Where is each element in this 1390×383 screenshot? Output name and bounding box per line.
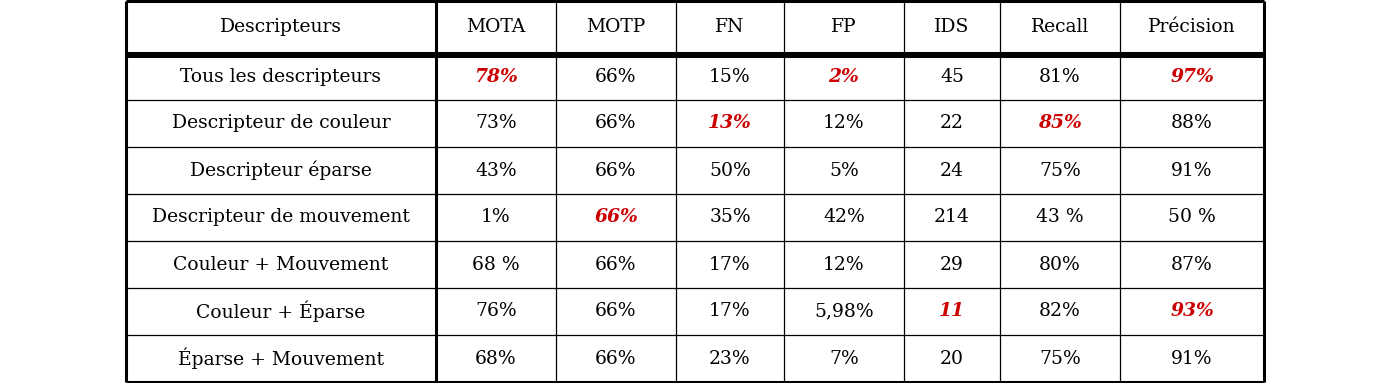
Text: 5,98%: 5,98% bbox=[815, 303, 874, 321]
Text: Tous les descripteurs: Tous les descripteurs bbox=[181, 67, 381, 85]
Text: 88%: 88% bbox=[1172, 115, 1213, 133]
Text: 93%: 93% bbox=[1170, 303, 1213, 321]
Text: 50%: 50% bbox=[709, 162, 751, 180]
Text: Recall: Recall bbox=[1031, 18, 1090, 36]
Text: 23%: 23% bbox=[709, 350, 751, 368]
Text: 35%: 35% bbox=[709, 208, 751, 226]
Text: 50 %: 50 % bbox=[1168, 208, 1216, 226]
Text: 82%: 82% bbox=[1040, 303, 1081, 321]
Text: 66%: 66% bbox=[595, 255, 637, 273]
Text: 66%: 66% bbox=[595, 303, 637, 321]
Text: 5%: 5% bbox=[828, 162, 859, 180]
Text: 97%: 97% bbox=[1170, 67, 1213, 85]
Text: 66%: 66% bbox=[595, 67, 637, 85]
Text: 66%: 66% bbox=[595, 350, 637, 368]
Text: Descripteur de mouvement: Descripteur de mouvement bbox=[152, 208, 410, 226]
Text: 73%: 73% bbox=[475, 115, 517, 133]
Text: 75%: 75% bbox=[1040, 350, 1081, 368]
Text: 214: 214 bbox=[934, 208, 970, 226]
Text: 43 %: 43 % bbox=[1036, 208, 1084, 226]
Text: 13%: 13% bbox=[708, 115, 752, 133]
Text: 81%: 81% bbox=[1040, 67, 1081, 85]
Text: Précision: Précision bbox=[1148, 18, 1236, 36]
Text: 76%: 76% bbox=[475, 303, 517, 321]
Text: 80%: 80% bbox=[1040, 255, 1081, 273]
Text: Descripteurs: Descripteurs bbox=[220, 18, 342, 36]
Text: 78%: 78% bbox=[474, 67, 518, 85]
Text: 68 %: 68 % bbox=[473, 255, 520, 273]
Text: 12%: 12% bbox=[823, 115, 865, 133]
Text: 29: 29 bbox=[940, 255, 963, 273]
Text: 66%: 66% bbox=[595, 162, 637, 180]
Text: 66%: 66% bbox=[595, 115, 637, 133]
Text: Descripteur éparse: Descripteur éparse bbox=[190, 161, 373, 180]
Text: 12%: 12% bbox=[823, 255, 865, 273]
Text: 22: 22 bbox=[940, 115, 965, 133]
Text: 17%: 17% bbox=[709, 255, 751, 273]
Text: 85%: 85% bbox=[1038, 115, 1081, 133]
Text: Descripteur de couleur: Descripteur de couleur bbox=[172, 115, 391, 133]
Text: 17%: 17% bbox=[709, 303, 751, 321]
Text: 24: 24 bbox=[940, 162, 965, 180]
Text: 11: 11 bbox=[940, 303, 965, 321]
Text: 43%: 43% bbox=[475, 162, 517, 180]
Text: 75%: 75% bbox=[1040, 162, 1081, 180]
Text: 45: 45 bbox=[940, 67, 965, 85]
Text: 1%: 1% bbox=[481, 208, 510, 226]
Text: FP: FP bbox=[831, 18, 856, 36]
Text: 15%: 15% bbox=[709, 67, 751, 85]
Text: 7%: 7% bbox=[828, 350, 859, 368]
Text: Éparse + Mouvement: Éparse + Mouvement bbox=[178, 348, 384, 369]
Text: 20: 20 bbox=[940, 350, 965, 368]
Text: 42%: 42% bbox=[823, 208, 865, 226]
Text: 91%: 91% bbox=[1172, 162, 1212, 180]
Text: Couleur + Éparse: Couleur + Éparse bbox=[196, 301, 366, 322]
Text: 2%: 2% bbox=[828, 67, 859, 85]
Text: IDS: IDS bbox=[934, 18, 970, 36]
Text: 91%: 91% bbox=[1172, 350, 1212, 368]
Text: MOTA: MOTA bbox=[467, 18, 525, 36]
Text: 87%: 87% bbox=[1172, 255, 1213, 273]
Text: FN: FN bbox=[716, 18, 745, 36]
Text: MOTP: MOTP bbox=[587, 18, 645, 36]
Text: Couleur + Mouvement: Couleur + Mouvement bbox=[174, 255, 389, 273]
Text: 68%: 68% bbox=[475, 350, 517, 368]
Text: 66%: 66% bbox=[594, 208, 638, 226]
